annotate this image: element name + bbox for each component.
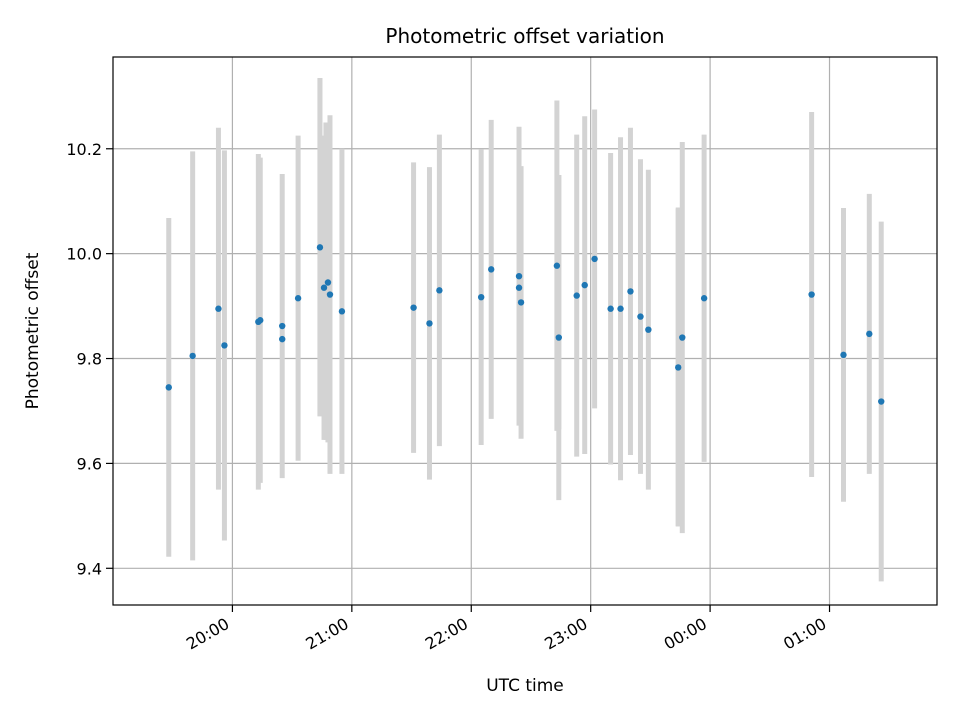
y-tick-label-4: 10.2 — [66, 140, 102, 159]
plot-frame — [112, 56, 938, 606]
data-point-37 — [866, 330, 873, 338]
data-point-31 — [645, 326, 652, 333]
data-point-34 — [700, 295, 708, 302]
data-point-9 — [316, 244, 324, 251]
data-point-12 — [326, 291, 334, 298]
data-points — [165, 244, 885, 405]
data-point-29 — [627, 288, 634, 295]
data-point-13 — [338, 308, 346, 315]
data-point-3 — [221, 342, 228, 349]
data-point-2 — [215, 305, 222, 312]
data-point-7 — [279, 335, 286, 343]
data-point-18 — [488, 266, 495, 273]
data-point-19 — [515, 273, 523, 280]
data-point-28 — [617, 305, 624, 312]
y-tick-label-1: 9.6 — [77, 454, 102, 473]
data-point-20 — [515, 284, 523, 291]
y-tick-label-3: 10.0 — [66, 245, 102, 264]
data-point-15 — [426, 320, 433, 327]
data-point-22 — [553, 262, 561, 269]
data-point-26 — [591, 255, 598, 263]
data-point-24 — [573, 292, 580, 299]
data-point-32 — [675, 364, 682, 371]
chart-title: Photometric offset variation — [385, 24, 664, 48]
y-axis-label: Photometric offset — [23, 252, 43, 409]
data-point-27 — [607, 305, 614, 312]
data-point-14 — [410, 304, 417, 311]
data-point-30 — [637, 313, 644, 320]
data-point-25 — [581, 281, 588, 289]
data-point-8 — [294, 295, 302, 302]
data-point-6 — [279, 322, 286, 330]
data-point-33 — [679, 334, 686, 341]
data-point-10 — [320, 284, 328, 291]
data-point-21 — [517, 299, 525, 306]
data-point-16 — [436, 287, 443, 294]
y-axis-ticks: 9.4 9.6 9.8 10.0 10.2 — [66, 140, 113, 578]
data-point-11 — [324, 279, 332, 286]
data-point-23 — [555, 334, 562, 341]
data-point-17 — [477, 293, 485, 301]
data-point-35 — [808, 291, 815, 298]
y-tick-label-0: 9.4 — [77, 559, 102, 578]
data-point-5 — [257, 317, 264, 324]
data-point-36 — [840, 351, 847, 359]
data-point-1 — [189, 352, 196, 360]
data-point-0 — [165, 384, 172, 391]
x-axis-label: UTC time — [486, 676, 564, 696]
grid — [113, 57, 937, 605]
y-tick-label-2: 9.8 — [77, 350, 102, 369]
data-point-38 — [878, 398, 885, 405]
